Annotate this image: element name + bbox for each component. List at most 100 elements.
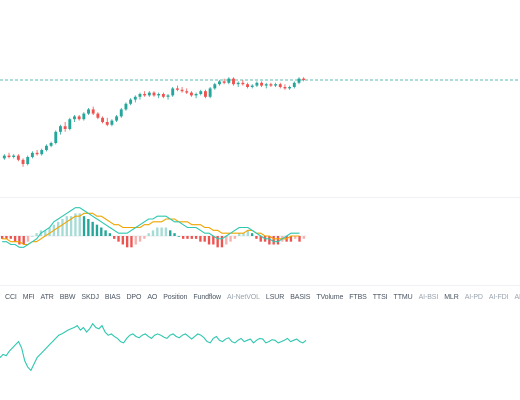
candle <box>40 148 44 156</box>
candle-body <box>255 82 259 86</box>
candle-body <box>12 155 16 157</box>
pane-divider[interactable] <box>0 197 520 198</box>
candle-body <box>2 155 6 159</box>
indicator-tab-basis[interactable]: BASIS <box>290 293 311 301</box>
macd-histogram-bar <box>220 236 224 248</box>
indicator-tab-tvolume[interactable]: TVolume <box>316 293 344 301</box>
indicator-tab-ai-netvol[interactable]: AI-NetVOL <box>226 293 260 301</box>
indicator-tab-lsur[interactable]: LSUR <box>265 293 285 301</box>
indicator-tab-ai-bsi[interactable]: AI-BSI <box>418 293 439 301</box>
pane-divider[interactable] <box>0 285 520 286</box>
macd-histogram-bar <box>91 221 94 236</box>
candle <box>87 108 90 115</box>
candle <box>255 81 259 87</box>
macd-pane[interactable] <box>0 198 520 282</box>
macd-histogram-bar <box>294 236 297 239</box>
macd-histogram-bar <box>207 236 211 245</box>
indicator-tab-ftbs[interactable]: FTBS <box>349 293 367 301</box>
macd-histogram-bar <box>143 236 146 239</box>
macd-histogram-bar <box>147 233 150 236</box>
candle-body <box>124 103 128 110</box>
candle <box>35 150 39 156</box>
indicator-tab-dpo[interactable]: DPO <box>126 293 142 301</box>
candle-body <box>227 78 231 83</box>
candle <box>269 82 273 87</box>
indicator-tab-fundflow[interactable]: Fundflow <box>193 293 221 301</box>
macd-histogram-bar <box>255 236 258 239</box>
indicator-tab-ai-pd[interactable]: AI-PD <box>464 293 483 301</box>
candle <box>218 80 221 86</box>
candle <box>222 78 226 85</box>
candle <box>208 87 212 99</box>
candle-body <box>143 94 147 96</box>
indicator-tab-ttmu[interactable]: TTMU <box>393 293 413 301</box>
price-chart[interactable] <box>0 0 520 196</box>
macd-histogram-bar <box>302 236 306 239</box>
macd-chart[interactable] <box>0 198 520 282</box>
indicator-tab-mfi[interactable]: MFI <box>22 293 35 301</box>
macd-histogram-bar <box>272 236 275 245</box>
indicator-tab-skdj[interactable]: SKDJ <box>81 293 99 301</box>
candle-body <box>208 88 212 97</box>
candle <box>73 115 76 122</box>
candle-body <box>288 87 292 89</box>
indicator-tab-ao[interactable]: AO <box>147 293 158 301</box>
indicator-tab-bbw[interactable]: BBW <box>59 293 76 301</box>
indicator-tab-position[interactable]: Position <box>163 293 188 301</box>
candle-body <box>87 109 90 114</box>
candle-body <box>189 92 193 96</box>
candle <box>152 91 156 97</box>
macd-histogram-bar <box>246 230 250 236</box>
macd-histogram-bar <box>173 233 176 236</box>
candle-body <box>129 99 133 104</box>
macd-histogram-bar <box>156 227 159 236</box>
indicator-tab-ai-fdi[interactable]: AI-FDI <box>488 293 509 301</box>
indicator-tab-cci[interactable]: CCI <box>5 293 17 301</box>
indicator-tab-atr[interactable]: ATR <box>40 293 54 301</box>
candle-body <box>54 131 58 143</box>
candle-body <box>213 84 217 89</box>
candle-body <box>68 119 72 129</box>
candle <box>157 92 161 99</box>
indicator-tab-bias[interactable]: BIAS <box>104 293 121 301</box>
candle <box>138 92 142 100</box>
candle-body <box>203 91 207 97</box>
indicator-tab-ai-li[interactable]: AI-LI <box>514 293 520 301</box>
candle-body <box>133 96 137 100</box>
indicator-tab-mlr[interactable]: MLR <box>444 293 459 301</box>
macd-histogram-bar <box>233 236 237 239</box>
oscillator-pane[interactable] <box>0 308 520 400</box>
candle <box>283 84 287 90</box>
oscillator-chart[interactable] <box>0 308 520 400</box>
macd-histogram-bar <box>56 221 60 236</box>
candle <box>274 82 278 87</box>
macd-histogram-bar <box>104 230 107 236</box>
candle <box>288 85 292 90</box>
candle-body <box>218 81 221 85</box>
candle-body <box>16 155 20 160</box>
candle <box>16 154 20 162</box>
price-chart-pane[interactable] <box>0 0 520 196</box>
candle-body <box>292 82 296 87</box>
macd-histogram-bar <box>117 236 120 242</box>
indicator-tab-ttsi[interactable]: TTSI <box>372 293 388 301</box>
macd-histogram-bar <box>134 236 137 245</box>
candle <box>49 141 53 148</box>
candle <box>147 91 151 97</box>
candle-body <box>175 88 179 90</box>
candle <box>96 112 100 120</box>
macd-histogram-bar <box>138 236 142 242</box>
candle-body <box>297 78 301 83</box>
macd-histogram-bar <box>48 227 51 236</box>
candle <box>161 92 165 99</box>
macd-histogram-bar <box>87 219 90 236</box>
candle <box>203 89 207 99</box>
macd-histogram-bar <box>130 236 133 248</box>
candle-body <box>115 116 119 121</box>
candle <box>7 152 11 159</box>
candle-body <box>264 84 268 86</box>
macd-histogram-bar <box>225 236 228 245</box>
candle <box>292 81 296 89</box>
candle-body <box>40 150 44 155</box>
